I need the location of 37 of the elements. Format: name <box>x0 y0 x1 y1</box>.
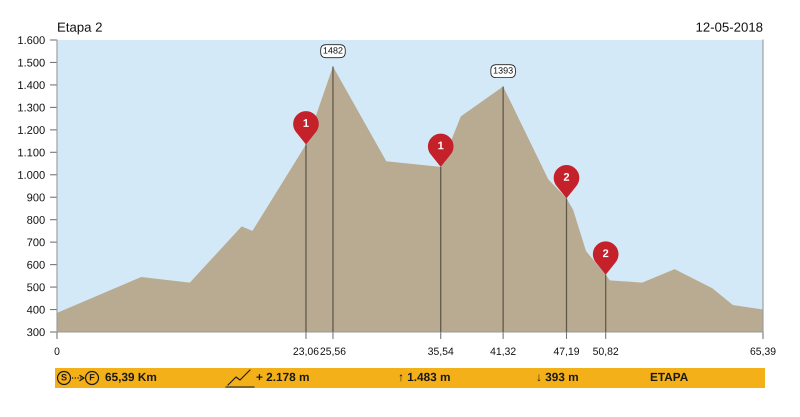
text: ETAPA <box>650 372 688 382</box>
x-tick-label: 0 <box>54 348 60 355</box>
text: + 2.178 m <box>256 372 309 382</box>
chart-title: Etapa 2 <box>58 22 102 34</box>
text: F <box>90 374 94 380</box>
text: 65,39 Km <box>105 372 156 383</box>
y-tick-label: 1.500 <box>18 58 45 67</box>
x-tick-label: 41,32 <box>490 348 516 356</box>
y-tick-label: 1.600 <box>18 36 45 44</box>
y-tick-label: 500 <box>27 283 45 292</box>
y-tick-label: 700 <box>27 238 45 246</box>
y-tick-label: 300 <box>27 328 45 336</box>
y-tick-label: 1.200 <box>18 126 45 134</box>
y-tick-label: 1.400 <box>18 81 45 90</box>
chart-subtitle: 12-05-2018 <box>696 22 762 32</box>
text: ↓ 393 m <box>538 372 578 382</box>
annotation: 1 <box>438 142 444 150</box>
data-label: 1393 <box>494 67 513 74</box>
annotation: 1 <box>304 119 309 127</box>
x-tick-label: 50,82 <box>593 348 618 356</box>
annotation: 2 <box>602 249 608 258</box>
text: S <box>61 374 67 380</box>
y-tick-label: 600 <box>27 260 45 269</box>
y-tick-label: 1.000 <box>18 171 45 179</box>
x-tick-label: 47,19 <box>554 348 580 356</box>
y-tick-label: 1.100 <box>18 148 45 156</box>
y-tick-label: 800 <box>27 216 45 224</box>
y-tick-label: 400 <box>26 306 45 314</box>
x-tick-label: 25,56 <box>320 348 346 356</box>
x-tick-label: 35,54 <box>428 348 454 356</box>
x-tick-label: 65,39 <box>750 348 776 356</box>
y-tick-label: 900 <box>27 194 45 202</box>
y-tick-label: 1.300 <box>18 104 45 112</box>
annotation: 2 <box>564 172 570 181</box>
x-tick-label: 23,06 <box>293 348 319 356</box>
text: ↑ 1.483 m <box>400 372 450 382</box>
data-label: 1482 <box>324 47 343 54</box>
